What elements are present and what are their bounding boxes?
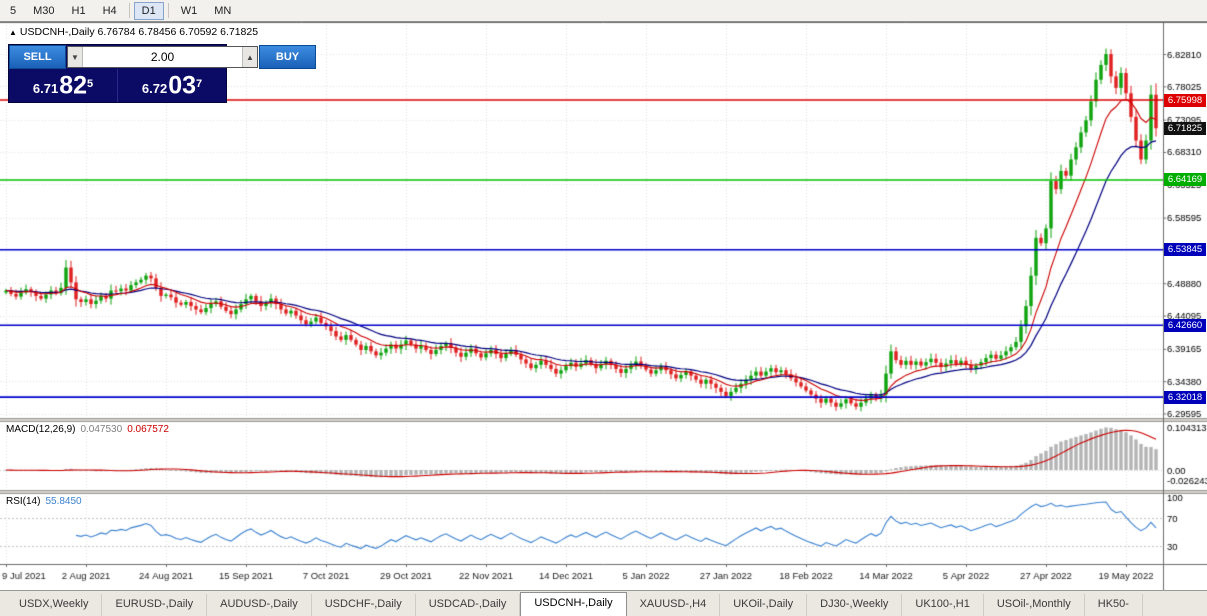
price-level-badge: 6.53845 <box>1164 243 1206 256</box>
timeframe-button-d1[interactable]: D1 <box>133 1 164 20</box>
chart-tab-bar: USDX,Weekly EURUSD-,Daily AUDUSD-,Daily USD… <box>0 590 1207 616</box>
timeframe-toolbar: 5 M30 H1 H4 D1 W1 MN <box>0 0 1207 22</box>
timeframe-button-h1[interactable]: H1 <box>64 2 94 20</box>
tab-ukoil-daily[interactable]: UKOil-,Daily <box>720 594 808 616</box>
chart-title-text: USDCNH-,Daily 6.76784 6.78456 6.70592 6.… <box>19 26 259 38</box>
rsi-name: RSI(14) <box>6 496 41 507</box>
price-level-badge: 6.42660 <box>1164 319 1206 332</box>
timeframe-button-m30[interactable]: M30 <box>25 2 62 20</box>
chart-canvas[interactable] <box>0 22 1207 590</box>
trade-controls-row: SELL ▼ ▲ BUY <box>9 45 316 69</box>
sell-price-pips: 82 <box>59 71 87 100</box>
buy-price-main: 6.72 <box>141 81 168 97</box>
price-level-badge: 6.32018 <box>1164 391 1206 404</box>
current-price-badge: 6.71825 <box>1164 122 1206 135</box>
buy-price-pips: 03 <box>168 71 196 100</box>
buy-button[interactable]: BUY <box>259 45 316 69</box>
tab-hk50-[interactable]: HK50- <box>1085 594 1143 616</box>
timeframe-button-w1[interactable]: W1 <box>173 2 206 20</box>
one-click-trading-panel: SELL ▼ ▲ BUY 6.71825 6.72037 <box>8 44 316 103</box>
sell-price-main: 6.71 <box>32 81 59 97</box>
chart-title: ▲ USDCNH-,Daily 6.76784 6.78456 6.70592 6… <box>9 26 258 38</box>
timeframe-button-h4[interactable]: H4 <box>95 2 125 20</box>
macd-main-value: 0.047530 <box>80 424 123 435</box>
timeframe-button-mn[interactable]: MN <box>206 2 239 20</box>
rsi-value: 55.8450 <box>45 496 82 507</box>
rsi-label: RSI(14) 55.8450 <box>6 496 82 507</box>
tab-dj30-weekly[interactable]: DJ30-,Weekly <box>807 594 903 616</box>
lot-size-input[interactable] <box>83 47 242 67</box>
chart-window: ▲ USDCNH-,Daily 6.76784 6.78456 6.70592 6… <box>0 22 1207 590</box>
timeframe-button-5[interactable]: 5 <box>2 2 24 20</box>
toolbar-separator <box>128 3 130 18</box>
macd-label: MACD(12,26,9) 0.047530 0.067572 <box>6 424 169 435</box>
lot-decrease-button[interactable]: ▼ <box>68 47 83 67</box>
trade-prices-row: 6.71825 6.72037 <box>9 69 226 102</box>
tab-audusd-daily[interactable]: AUDUSD-,Daily <box>207 594 312 616</box>
sell-price[interactable]: 6.71825 <box>9 69 117 102</box>
tab-uk100-h1[interactable]: UK100-,H1 <box>902 594 984 616</box>
buy-price-point: 7 <box>196 78 203 90</box>
price-level-badge: 6.64169 <box>1164 173 1206 186</box>
tab-eurusd-daily[interactable]: EURUSD-,Daily <box>102 594 208 616</box>
price-level-badge: 6.75998 <box>1164 94 1206 107</box>
sell-button[interactable]: SELL <box>9 45 66 69</box>
tab-usdcnh-daily[interactable]: USDCNH-,Daily <box>520 592 627 616</box>
tab-usdx-weekly[interactable]: USDX,Weekly <box>6 594 103 616</box>
tab-usdchf-daily[interactable]: USDCHF-,Daily <box>312 594 416 616</box>
lot-size-spinner: ▼ ▲ <box>67 46 258 68</box>
lot-increase-button[interactable]: ▲ <box>242 47 257 67</box>
tab-xauusd-h4[interactable]: XAUUSD-,H4 <box>627 594 721 616</box>
tab-usdcad-daily[interactable]: USDCAD-,Daily <box>416 594 521 616</box>
tab-usoil-monthly[interactable]: USOil-,Monthly <box>984 594 1085 616</box>
sell-price-point: 5 <box>87 78 94 90</box>
macd-name: MACD(12,26,9) <box>6 424 76 435</box>
symbol-marker-icon: ▲ <box>9 28 17 37</box>
toolbar-separator <box>167 3 169 18</box>
buy-price[interactable]: 6.72037 <box>117 69 226 102</box>
macd-signal-value: 0.067572 <box>127 424 169 435</box>
